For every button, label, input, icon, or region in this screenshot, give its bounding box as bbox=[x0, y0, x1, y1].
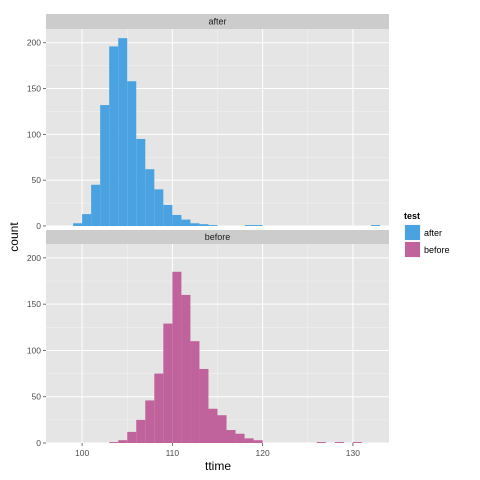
histogram-bar bbox=[199, 368, 209, 443]
legend-swatch-after bbox=[405, 225, 420, 240]
legend-swatch-before bbox=[405, 242, 420, 257]
histogram-bar bbox=[82, 214, 92, 226]
histogram-bar bbox=[127, 81, 137, 226]
y-tick-label: 0 bbox=[36, 438, 41, 448]
histogram-bar bbox=[163, 204, 173, 226]
histogram-bar bbox=[154, 373, 164, 443]
histogram-bar bbox=[163, 323, 173, 443]
histogram-bar bbox=[370, 225, 380, 226]
x-tick-label: 120 bbox=[256, 448, 270, 458]
histogram-bar bbox=[154, 189, 164, 226]
histogram-bar bbox=[253, 440, 263, 443]
y-tick-label: 0 bbox=[36, 221, 41, 231]
facet-panel-after: after 0 50 100 150 200 bbox=[27, 14, 389, 231]
legend-label-after: after bbox=[424, 228, 442, 238]
histogram-bar bbox=[172, 271, 182, 443]
histogram-bar bbox=[109, 442, 119, 443]
histogram-bar bbox=[244, 438, 254, 443]
histogram-bar bbox=[244, 225, 254, 226]
histogram-bar bbox=[208, 408, 218, 443]
facet-panel-before: before 0 50 100 150 200 bbox=[27, 230, 389, 448]
facet-strip-label: before bbox=[205, 232, 231, 242]
histogram-bar bbox=[199, 224, 209, 226]
x-axis: 100 110 120 130 bbox=[75, 443, 360, 458]
histogram-bar bbox=[91, 184, 101, 226]
y-tick-label: 50 bbox=[32, 175, 42, 185]
y-tick-label: 150 bbox=[27, 84, 41, 94]
histogram-bar bbox=[145, 169, 155, 226]
facet-strip bbox=[46, 14, 389, 29]
y-tick-label: 100 bbox=[27, 345, 41, 355]
histogram-bar bbox=[190, 223, 200, 226]
histogram-bar bbox=[217, 415, 227, 443]
facet-panels: after 0 50 100 150 200 before 0 50 100 150 200 bbox=[27, 14, 389, 448]
histogram-bar bbox=[145, 400, 155, 443]
histogram-bar bbox=[136, 138, 146, 226]
histogram-bar bbox=[190, 341, 200, 443]
y-tick-label: 100 bbox=[27, 129, 41, 139]
y-tick-label: 200 bbox=[27, 38, 41, 48]
histogram-bar bbox=[118, 440, 128, 443]
y-tick-label: 200 bbox=[27, 253, 41, 263]
x-axis-title: ttime bbox=[205, 459, 231, 473]
y-tick-label: 150 bbox=[27, 299, 41, 309]
histogram-bar bbox=[136, 419, 146, 443]
histogram-bar bbox=[181, 294, 191, 443]
facet-strip bbox=[46, 230, 389, 244]
y-tick-label: 50 bbox=[32, 392, 42, 402]
x-tick-label: 100 bbox=[75, 448, 89, 458]
histogram-bar bbox=[208, 225, 218, 226]
legend-title: test bbox=[404, 211, 420, 221]
histogram-bar bbox=[352, 442, 362, 443]
histogram-bar bbox=[118, 38, 128, 226]
histogram-bar bbox=[73, 223, 83, 226]
facet-strip-label: after bbox=[208, 17, 226, 27]
histogram-bar bbox=[334, 442, 344, 443]
histogram-bar bbox=[226, 430, 236, 443]
y-axis-title: count bbox=[7, 222, 21, 252]
legend-label-before: before bbox=[424, 245, 450, 255]
histogram-bar bbox=[109, 46, 119, 226]
histogram-bar bbox=[253, 225, 263, 226]
legend: test after before bbox=[403, 211, 450, 259]
histogram-bar bbox=[100, 105, 110, 226]
x-tick-label: 110 bbox=[166, 448, 180, 458]
histogram-bar bbox=[181, 219, 191, 226]
histogram-bar bbox=[316, 442, 326, 443]
x-tick-label: 130 bbox=[346, 448, 360, 458]
histogram-bar bbox=[235, 433, 245, 443]
histogram-bar bbox=[172, 215, 182, 226]
histogram-bar bbox=[127, 431, 137, 443]
